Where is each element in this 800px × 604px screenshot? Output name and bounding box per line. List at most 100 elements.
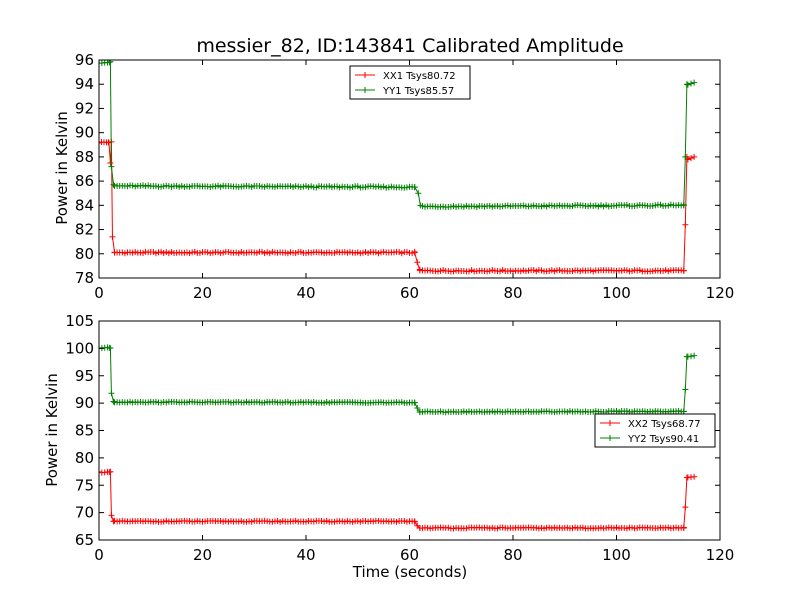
y-tick-label: 96: [75, 51, 94, 69]
data-point: [277, 518, 284, 525]
data-point: [403, 518, 410, 525]
data-point: [551, 524, 558, 531]
y-tick-label: 85: [75, 422, 94, 440]
data-point: [204, 249, 211, 256]
data-point: [522, 268, 529, 275]
data-point: [587, 202, 594, 209]
data-point: [414, 405, 421, 412]
data-point: [308, 183, 315, 190]
data-point: [453, 203, 460, 210]
data-point: [152, 183, 159, 190]
data-point: [186, 250, 193, 257]
data-point: [597, 524, 604, 531]
legend-label: XX1 Tsys80.72: [383, 71, 456, 82]
data-point: [318, 249, 325, 256]
data-point: [600, 203, 607, 210]
data-point: [132, 183, 139, 190]
data-point: [680, 524, 687, 531]
y-tick-label: 70: [75, 504, 94, 522]
data-point: [310, 399, 317, 406]
data-point: [207, 250, 214, 257]
data-point: [437, 267, 444, 274]
data-point: [434, 408, 441, 415]
data-point: [124, 399, 131, 406]
data-point: [160, 183, 167, 190]
data-point: [181, 183, 188, 190]
data-point: [486, 408, 493, 415]
data-point: [259, 248, 266, 255]
data-point: [305, 184, 312, 191]
data-point: [688, 80, 695, 87]
data-point: [517, 268, 524, 275]
data-point: [657, 201, 664, 208]
series-xx1: [99, 138, 698, 275]
data-point: [684, 156, 691, 163]
data-point: [481, 203, 488, 210]
data-point: [160, 518, 167, 525]
data-point: [362, 249, 369, 256]
data-point: [652, 202, 659, 209]
data-point: [186, 183, 193, 190]
data-point: [173, 398, 180, 405]
data-point: [590, 203, 597, 210]
data-point: [295, 399, 302, 406]
data-point: [597, 202, 604, 209]
data-point: [504, 202, 511, 209]
data-point: [380, 248, 387, 255]
data-point: [107, 468, 114, 475]
legend-label: XX2 Tsys68.77: [628, 419, 701, 430]
data-point: [168, 248, 175, 255]
data-point: [321, 518, 328, 525]
data-point: [328, 184, 335, 191]
data-point: [592, 408, 599, 415]
y-tick-label: 100: [65, 339, 94, 357]
data-point: [331, 249, 338, 256]
data-point: [398, 399, 405, 406]
data-point: [447, 203, 454, 210]
data-point: [253, 249, 260, 256]
data-point: [463, 409, 470, 416]
data-point: [463, 525, 470, 532]
data-point: [572, 524, 579, 531]
data-point: [152, 518, 159, 525]
data-point: [160, 249, 167, 256]
data-point: [173, 182, 180, 189]
data-point: [235, 250, 242, 257]
data-point: [248, 518, 255, 525]
data-point: [675, 407, 682, 414]
bottom-y-axis-label: Power in Kelvin: [43, 373, 61, 487]
data-point: [359, 249, 366, 256]
data-point: [684, 81, 691, 88]
data-point: [613, 408, 620, 415]
y-tick-label: 92: [75, 99, 94, 117]
data-point: [390, 518, 397, 525]
legend-box: [594, 413, 716, 448]
y-tick-label: 94: [75, 75, 94, 93]
data-point: [673, 524, 680, 531]
legend-marker: [607, 420, 613, 426]
data-point: [411, 249, 418, 256]
data-point: [246, 183, 253, 190]
data-point: [284, 398, 291, 405]
top-y-axis-label: Power in Kelvin: [53, 111, 71, 225]
data-point: [385, 184, 392, 191]
data-point: [207, 183, 214, 190]
data-point: [489, 203, 496, 210]
data-point: [569, 525, 576, 532]
data-point: [375, 250, 382, 257]
legend-marker: [362, 72, 368, 78]
data-point: [414, 259, 421, 266]
data-point: [321, 399, 328, 406]
data-point: [445, 524, 452, 531]
data-point: [667, 201, 674, 208]
data-point: [463, 202, 470, 209]
data-point: [396, 248, 403, 255]
data-point: [240, 399, 247, 406]
data-point: [415, 190, 422, 197]
data-point: [556, 202, 563, 209]
data-point: [303, 518, 309, 525]
data-point: [160, 398, 167, 405]
data-point: [344, 183, 351, 190]
data-point: [108, 390, 115, 397]
data-point: [194, 182, 201, 189]
